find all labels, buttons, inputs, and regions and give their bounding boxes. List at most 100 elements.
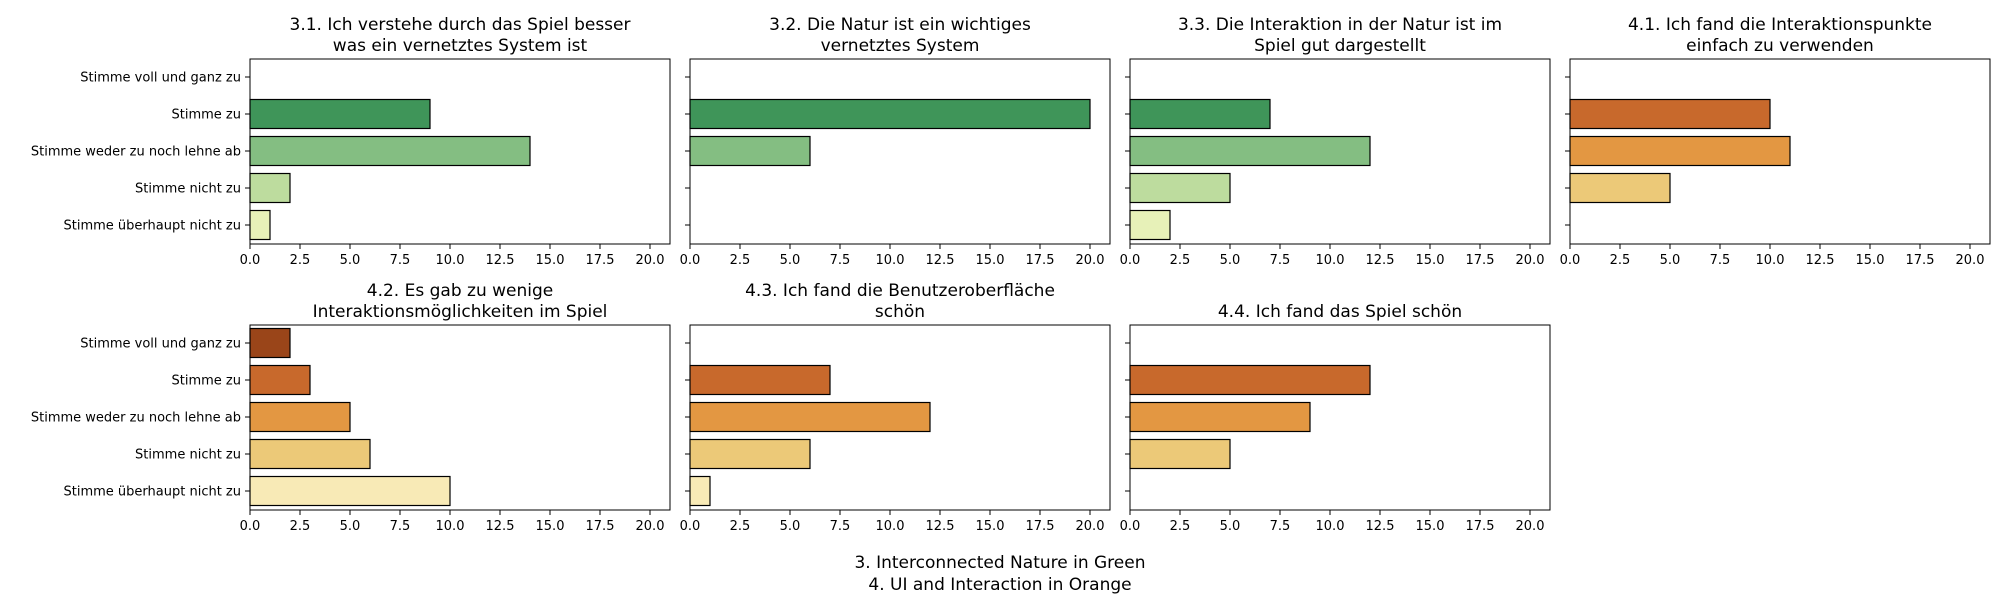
bar-2 bbox=[689, 364, 831, 396]
x-tick-label-7: 15.0 bbox=[976, 253, 1005, 268]
subplot-frame bbox=[1129, 324, 1551, 511]
subplot-title-line-2: Spiel gut dargestellt bbox=[1254, 36, 1426, 56]
x-tick-label-2: 2.5 bbox=[290, 519, 311, 534]
bar-4 bbox=[249, 172, 291, 204]
x-tick-label-9: 20.0 bbox=[1076, 253, 1105, 268]
x-tick-label-1: 0.0 bbox=[680, 253, 701, 268]
subplot-title-line-1: 4.2. Es gab zu wenige bbox=[367, 281, 553, 301]
subplot-frame bbox=[1129, 58, 1551, 245]
bar-3 bbox=[249, 135, 531, 167]
subplot-title-line-1: 3.1. Ich verstehe durch das Spiel besser bbox=[290, 15, 631, 35]
bar-4 bbox=[689, 438, 811, 470]
subplot-title-line-1: 4.1. Ich fand die Interaktionspunkte bbox=[1628, 15, 1932, 35]
subplot-frame bbox=[689, 58, 1111, 245]
x-tick-label-4: 7.5 bbox=[1710, 253, 1731, 268]
bar-4 bbox=[1129, 438, 1231, 470]
x-tick-label-4: 7.5 bbox=[1270, 519, 1291, 534]
y-tick-label-1: Stimme voll und ganz zu bbox=[80, 71, 241, 86]
subplot-title-line-2: einfach zu verwenden bbox=[1686, 36, 1874, 56]
x-tick-label-8: 17.5 bbox=[1906, 253, 1935, 268]
x-tick-label-3: 5.0 bbox=[780, 253, 801, 268]
y-tick-label-5: Stimme überhaupt nicht zu bbox=[64, 219, 241, 234]
subplot-title-line-1: 3.3. Die Interaktion in der Natur ist im bbox=[1178, 15, 1502, 35]
bar-3 bbox=[249, 401, 351, 433]
subplot-frame bbox=[249, 58, 671, 245]
bar-4 bbox=[1129, 172, 1231, 204]
bar-2 bbox=[1569, 98, 1771, 130]
y-tick-label-1: Stimme voll und ganz zu bbox=[80, 337, 241, 352]
bar-2 bbox=[1129, 364, 1371, 396]
bar-2 bbox=[1129, 98, 1271, 130]
subplot-6: 4.3. Ich fand die Benutzeroberflächeschö… bbox=[680, 281, 1111, 534]
x-tick-label-5: 10.0 bbox=[436, 519, 465, 534]
x-tick-label-1: 0.0 bbox=[240, 253, 261, 268]
x-tick-label-6: 12.5 bbox=[926, 253, 955, 268]
x-tick-label-9: 20.0 bbox=[1956, 253, 1985, 268]
x-tick-label-4: 7.5 bbox=[830, 253, 851, 268]
bar-3 bbox=[1569, 135, 1791, 167]
x-tick-label-2: 2.5 bbox=[730, 253, 751, 268]
x-tick-label-7: 15.0 bbox=[1856, 253, 1885, 268]
bar-4 bbox=[249, 438, 371, 470]
x-tick-label-5: 10.0 bbox=[876, 519, 905, 534]
x-tick-label-5: 10.0 bbox=[1756, 253, 1785, 268]
x-tick-label-3: 5.0 bbox=[1660, 253, 1681, 268]
subplot-5: 4.2. Es gab zu wenigeInteraktionsmöglich… bbox=[31, 281, 671, 534]
x-tick-label-1: 0.0 bbox=[1120, 519, 1141, 534]
x-tick-label-4: 7.5 bbox=[390, 253, 411, 268]
x-tick-label-2: 2.5 bbox=[730, 519, 751, 534]
x-tick-label-6: 12.5 bbox=[486, 519, 515, 534]
x-tick-label-2: 2.5 bbox=[1170, 253, 1191, 268]
x-tick-label-6: 12.5 bbox=[1806, 253, 1835, 268]
y-tick-label-3: Stimme weder zu noch lehne ab bbox=[31, 145, 241, 160]
x-tick-label-6: 12.5 bbox=[1366, 519, 1395, 534]
y-tick-label-4: Stimme nicht zu bbox=[135, 448, 241, 463]
x-tick-label-9: 20.0 bbox=[1516, 253, 1545, 268]
bar-5 bbox=[689, 475, 711, 507]
subplot-title-line-2: Interaktionsmöglichkeiten im Spiel bbox=[313, 302, 608, 322]
x-tick-label-4: 7.5 bbox=[390, 519, 411, 534]
x-tick-label-7: 15.0 bbox=[536, 253, 565, 268]
x-tick-label-7: 15.0 bbox=[1416, 253, 1445, 268]
x-tick-label-2: 2.5 bbox=[1170, 519, 1191, 534]
subplot-frame bbox=[689, 324, 1111, 511]
y-tick-label-5: Stimme überhaupt nicht zu bbox=[64, 485, 241, 500]
x-tick-label-8: 17.5 bbox=[586, 519, 615, 534]
x-tick-label-8: 17.5 bbox=[1466, 253, 1495, 268]
x-tick-label-4: 7.5 bbox=[1270, 253, 1291, 268]
subplot-3: 3.3. Die Interaktion in der Natur ist im… bbox=[1120, 15, 1551, 268]
subplot-frame bbox=[249, 324, 671, 511]
x-tick-label-6: 12.5 bbox=[926, 519, 955, 534]
bar-3 bbox=[1129, 135, 1371, 167]
x-tick-label-7: 15.0 bbox=[1416, 519, 1445, 534]
x-tick-label-7: 15.0 bbox=[536, 519, 565, 534]
subplot-title-line-1: 4.3. Ich fand die Benutzeroberfläche bbox=[745, 281, 1055, 301]
x-tick-label-3: 5.0 bbox=[1220, 519, 1241, 534]
x-tick-label-8: 17.5 bbox=[1466, 519, 1495, 534]
subplot-title-line-1: 4.4. Ich fand das Spiel schön bbox=[1218, 302, 1462, 322]
bar-2 bbox=[249, 98, 431, 130]
x-tick-label-5: 10.0 bbox=[1316, 519, 1345, 534]
bar-5 bbox=[249, 209, 271, 241]
bar-3 bbox=[689, 135, 811, 167]
subplot-title-line-2: schön bbox=[875, 302, 925, 322]
x-tick-label-1: 0.0 bbox=[1560, 253, 1581, 268]
subplot-title-line-2: was ein vernetztes System ist bbox=[333, 36, 588, 56]
subplot-grid: 3.1. Ich verstehe durch das Spiel besser… bbox=[31, 15, 1991, 534]
x-tick-label-5: 10.0 bbox=[1316, 253, 1345, 268]
x-tick-label-1: 0.0 bbox=[1120, 253, 1141, 268]
x-tick-label-5: 10.0 bbox=[436, 253, 465, 268]
x-tick-label-4: 7.5 bbox=[830, 519, 851, 534]
subplot-4: 4.1. Ich fand die Interaktionspunkteeinf… bbox=[1560, 15, 1991, 268]
x-tick-label-3: 5.0 bbox=[1220, 253, 1241, 268]
x-tick-label-3: 5.0 bbox=[340, 519, 361, 534]
y-tick-label-2: Stimme zu bbox=[172, 108, 241, 123]
x-tick-label-2: 2.5 bbox=[1610, 253, 1631, 268]
bar-1 bbox=[249, 327, 291, 359]
y-tick-label-3: Stimme weder zu noch lehne ab bbox=[31, 411, 241, 426]
x-tick-label-8: 17.5 bbox=[1026, 519, 1055, 534]
bar-4 bbox=[1569, 172, 1671, 204]
x-tick-label-3: 5.0 bbox=[780, 519, 801, 534]
subplot-2: 3.2. Die Natur ist ein wichtigesvernetzt… bbox=[680, 15, 1111, 268]
subplot-title-line-2: vernetztes System bbox=[821, 36, 980, 56]
